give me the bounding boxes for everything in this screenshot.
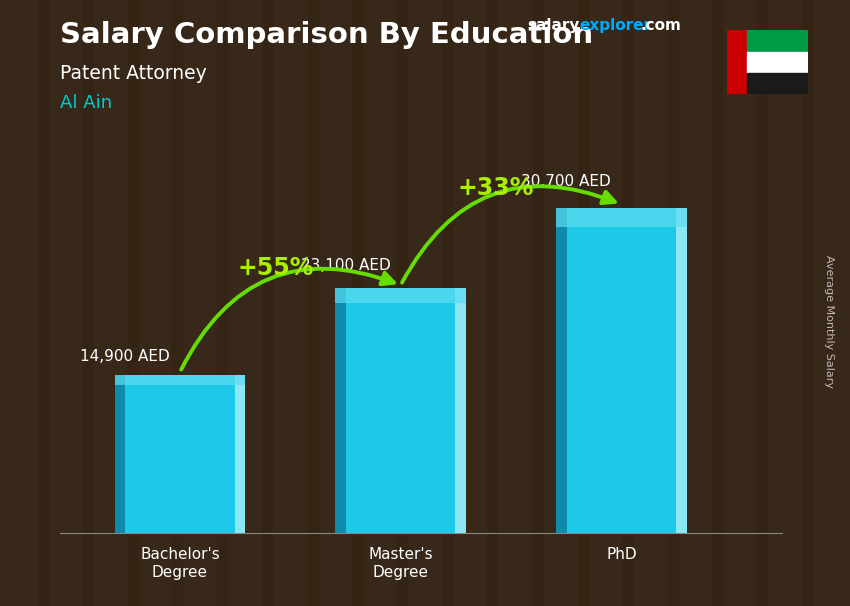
Text: +55%: +55% <box>237 256 314 281</box>
Text: Average Monthly Salary: Average Monthly Salary <box>824 255 834 388</box>
Bar <box>727 30 747 94</box>
Text: 14,900 AED: 14,900 AED <box>80 348 170 364</box>
Text: Salary Comparison By Education: Salary Comparison By Education <box>60 21 592 49</box>
Bar <box>556 208 687 533</box>
Text: +33%: +33% <box>458 176 534 200</box>
Bar <box>336 288 346 533</box>
Text: Al Ain: Al Ain <box>60 94 111 112</box>
Bar <box>336 288 466 533</box>
Text: explorer: explorer <box>580 18 652 33</box>
Text: 23,100 AED: 23,100 AED <box>301 258 390 273</box>
Text: 30,700 AED: 30,700 AED <box>521 175 611 190</box>
Text: salary: salary <box>527 18 580 33</box>
Bar <box>456 288 466 533</box>
Bar <box>747 73 807 94</box>
Text: .com: .com <box>641 18 682 33</box>
Bar <box>556 208 567 533</box>
Text: Patent Attorney: Patent Attorney <box>60 64 207 82</box>
Bar <box>336 288 466 303</box>
Bar <box>115 375 125 533</box>
Bar <box>115 375 245 533</box>
Bar <box>747 30 807 52</box>
Bar <box>115 375 245 385</box>
Bar <box>235 375 245 533</box>
Bar <box>747 52 807 73</box>
Bar <box>556 208 687 227</box>
Bar <box>677 208 687 533</box>
